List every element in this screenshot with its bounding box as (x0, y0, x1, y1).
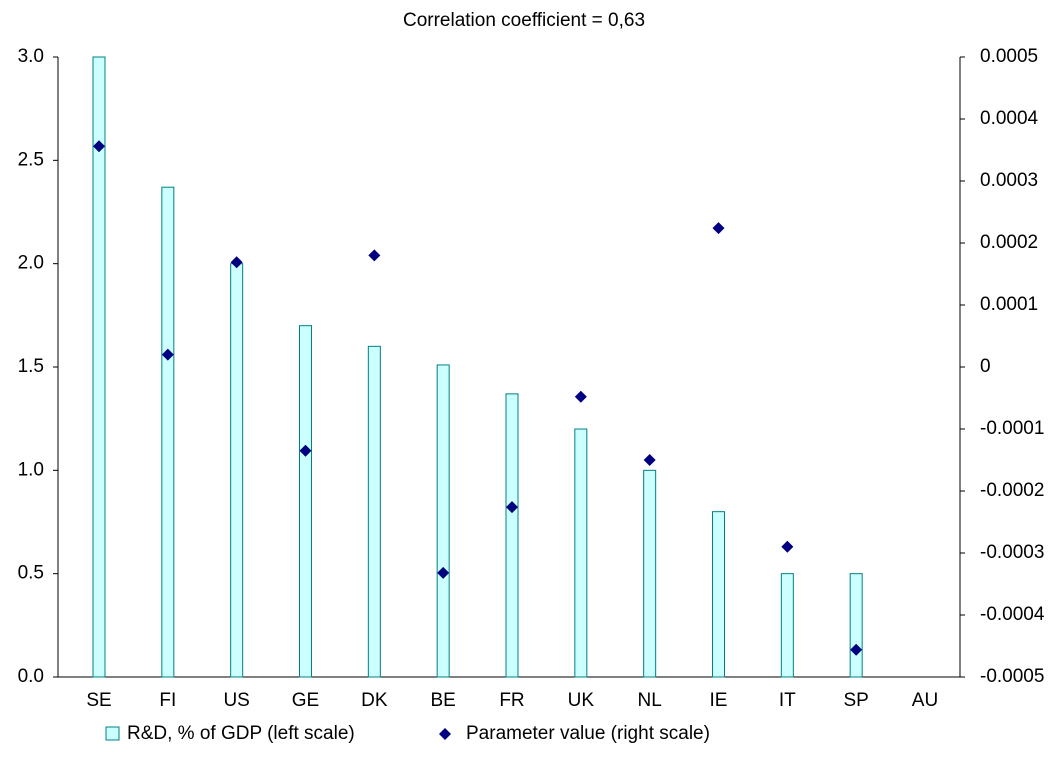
y2-tick-label: 0.0002 (980, 232, 1038, 253)
bar (92, 56, 106, 678)
x-tick-label: BE (430, 690, 455, 711)
marker (437, 566, 450, 579)
x-tick-label: GE (292, 690, 319, 711)
bar (849, 573, 863, 678)
x-tick-label: NL (638, 690, 662, 711)
y-tick-label: 2.0 (18, 253, 44, 274)
marker (643, 454, 656, 466)
y-tick-label: 1.5 (18, 356, 44, 377)
x-tick-label: DK (361, 690, 388, 711)
legend-swatch (439, 728, 451, 740)
y-tick-label: 0.0 (18, 666, 44, 687)
y-tick-label: 0.5 (18, 563, 44, 584)
marker (781, 540, 794, 553)
y2-tick-label: 0.0004 (980, 108, 1039, 129)
bar (230, 263, 244, 678)
marker (574, 390, 587, 403)
y2-tick-label: -0.0003 (980, 542, 1044, 563)
legend-label: R&D, % of GDP (left scale) (127, 723, 355, 744)
y2-tick-label: -0.0004 (980, 604, 1045, 625)
bar (643, 469, 657, 678)
y2-tick-label: 0 (980, 356, 991, 377)
y2-tick-label: 0.0005 (980, 46, 1038, 67)
marker (299, 444, 312, 457)
bar (367, 345, 381, 678)
marker (506, 501, 518, 514)
bar (436, 364, 450, 678)
chart-title: Correlation coefficient = 0,63 (403, 10, 645, 31)
x-tick-label: IT (779, 690, 796, 711)
x-tick-label: UK (568, 690, 595, 711)
x-tick-label: SE (86, 690, 111, 711)
y-tick-label: 2.5 (18, 149, 44, 170)
marker (712, 222, 725, 235)
marker (850, 643, 863, 656)
x-tick-label: AU (912, 690, 938, 711)
y2-tick-label: -0.0001 (980, 418, 1044, 439)
bar (505, 393, 519, 678)
y2-tick-label: 0.0001 (980, 294, 1038, 315)
y2-tick-label: 0.0003 (980, 170, 1038, 191)
y-tick-label: 1.0 (18, 459, 44, 480)
marker (93, 140, 105, 153)
marker (230, 256, 243, 269)
legend-label: Parameter value (right scale) (466, 723, 710, 744)
y2-tick-label: -0.0005 (980, 666, 1044, 687)
x-tick-label: FR (499, 690, 524, 711)
x-tick-label: IE (710, 690, 728, 711)
bar (574, 428, 588, 678)
legend-swatch (105, 726, 120, 741)
y2-tick-label: -0.0002 (980, 480, 1044, 501)
x-tick-label: SP (843, 690, 868, 711)
bar (780, 573, 794, 678)
bar (712, 511, 725, 678)
y-tick-label: 3.0 (18, 46, 44, 67)
bar (161, 186, 175, 678)
x-tick-label: FI (159, 690, 176, 711)
bar (299, 325, 312, 678)
marker (161, 348, 174, 361)
x-tick-label: US (223, 690, 249, 711)
marker (368, 249, 381, 262)
